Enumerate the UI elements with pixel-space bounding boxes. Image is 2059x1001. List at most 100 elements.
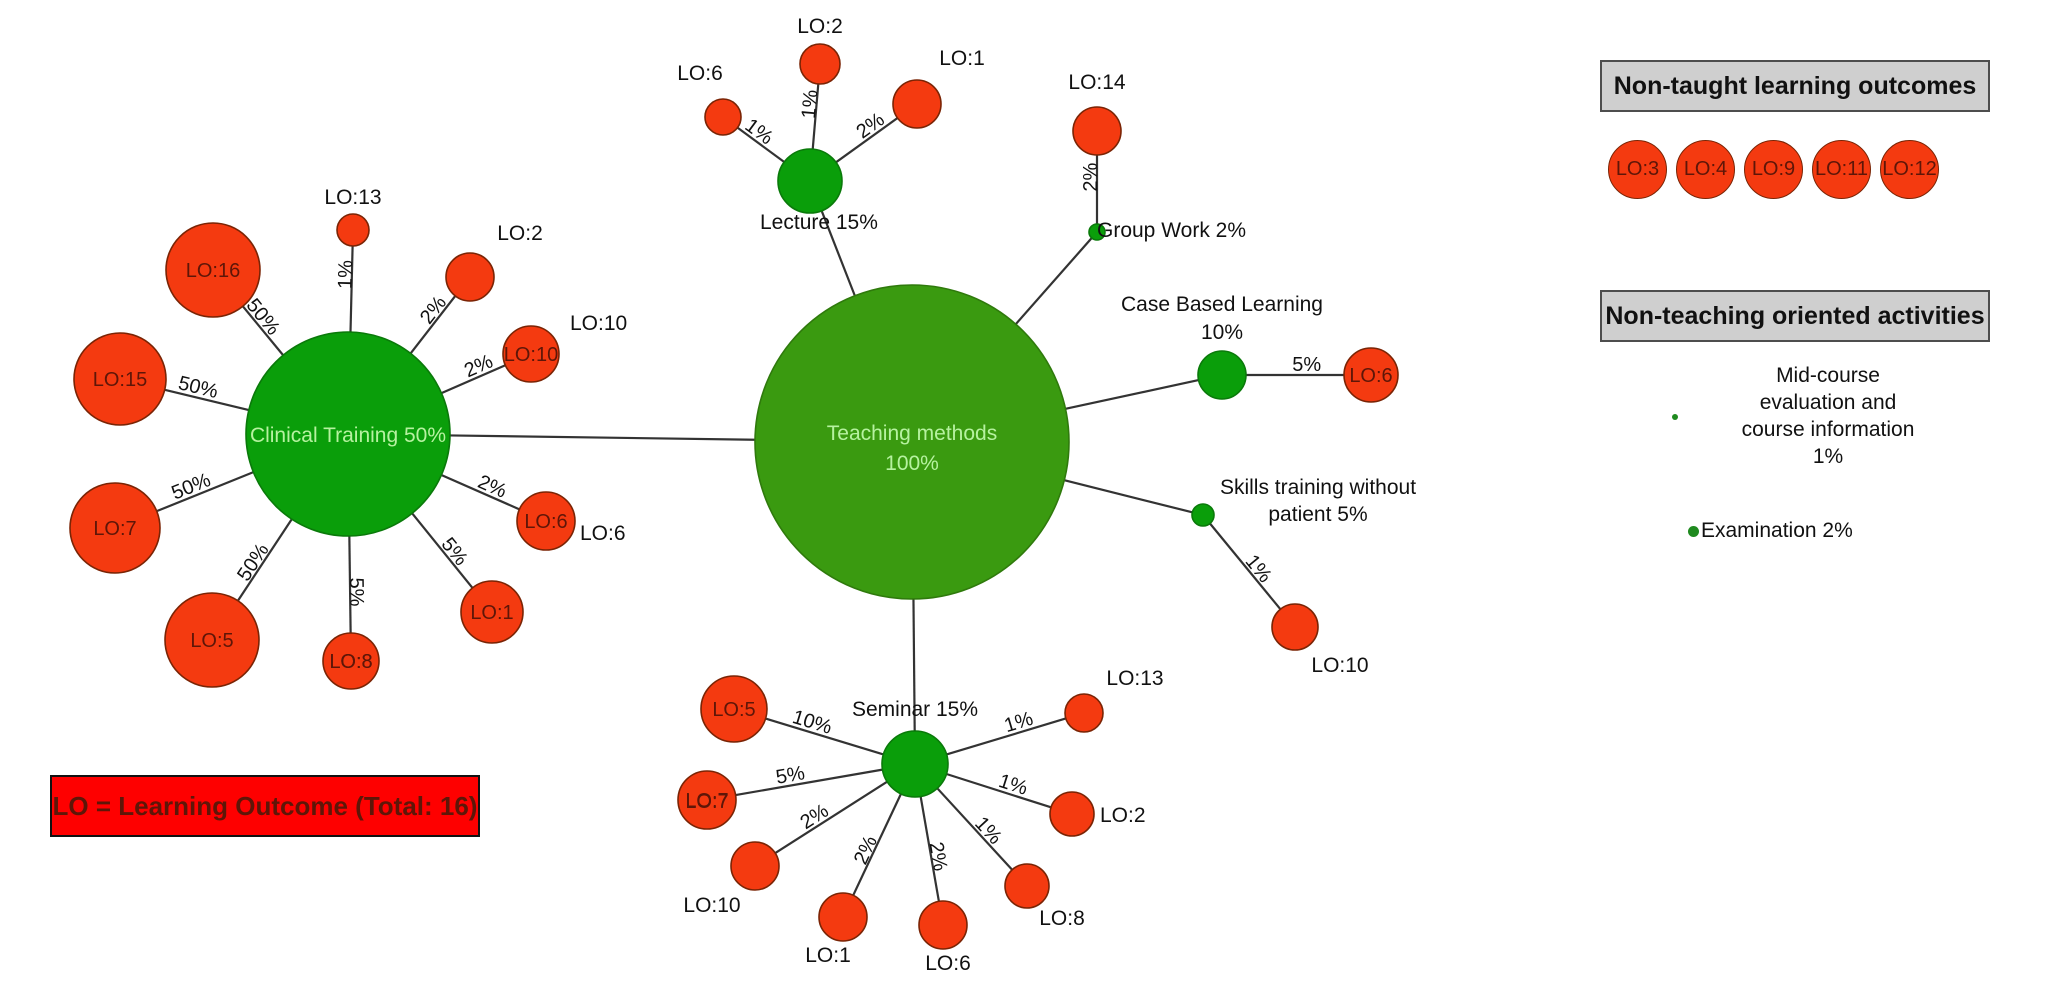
lo-outer-label: LO:6 — [580, 522, 626, 545]
edge-percent-label: 2% — [852, 108, 888, 143]
lo-node-label: LO:10 — [504, 344, 558, 366]
lo-outer-label: LO:6 — [677, 62, 723, 85]
legend-non-taught-header: Non-taught learning outcomes — [1600, 60, 1990, 112]
hub-node-percent: 100% — [885, 452, 939, 475]
edge-percent-label: 50% — [233, 539, 274, 585]
method-node-skills[interactable] — [1191, 503, 1215, 527]
spoke-seminar — [774, 780, 888, 855]
activity-line-3: course information — [1741, 417, 1915, 441]
edge-percent-label: 1% — [798, 89, 822, 120]
lo-outer-label: LO:10 — [1311, 654, 1368, 677]
lo-node-LO-2[interactable] — [1049, 791, 1095, 837]
lo-node-LO-5[interactable] — [164, 592, 260, 688]
lo-outer-label: LO:10 — [570, 312, 627, 335]
spoke-seminar — [919, 796, 940, 902]
lo-node-LO-8[interactable] — [1004, 863, 1050, 909]
lo-node-LO-16[interactable] — [165, 222, 261, 318]
method-label-clinical-training: Clinical Training 50% — [250, 424, 446, 447]
lo-node-label: LO:6 — [524, 511, 567, 533]
method-node-clinical[interactable] — [245, 331, 451, 537]
edge-percent-label: 1% — [741, 114, 777, 149]
lo-outer-label: LO:10 — [683, 894, 740, 917]
edge-percent-label: 5% — [345, 577, 367, 606]
legend-lo-key: LO = Learning Outcome (Total: 16) — [50, 775, 480, 837]
edge-percent-label: 1% — [1241, 551, 1276, 587]
edge-percent-label: 1% — [996, 770, 1030, 800]
lo-outer-label: LO:1 — [805, 944, 851, 967]
lo-node-LO-6[interactable] — [1343, 347, 1399, 403]
lo-node-LO-1[interactable] — [460, 580, 524, 644]
activity-examination: Examination 2% — [1688, 519, 1853, 543]
lo-node-LO-15[interactable] — [73, 332, 167, 426]
lo-node-LO-5[interactable] — [700, 675, 768, 743]
lo-node-label: LO:15 — [93, 369, 147, 391]
method-node-cbl[interactable] — [1197, 350, 1247, 400]
lo-node-LO-6[interactable] — [704, 98, 742, 136]
legend-non-taught-title: Non-taught learning outcomes — [1613, 71, 1977, 100]
lo-node-LO-1[interactable] — [892, 79, 942, 129]
edge-teaching-to-cbl — [1065, 378, 1199, 410]
lo-node-LO-2[interactable] — [799, 43, 841, 85]
lo-outer-label: LO:1 — [939, 47, 985, 70]
lo-outer-label: LO:8 — [1039, 907, 1085, 930]
edge-percent-label: 5% — [437, 534, 472, 570]
edge-teaching-to-lecture — [820, 210, 856, 297]
lo-outer-label: LO:2 — [797, 15, 843, 38]
method-label-skills-training-percent: patient 5% — [1268, 503, 1367, 526]
legend-lo-chip: LO:12 — [1880, 140, 1939, 199]
edge-percent-label: 50% — [169, 469, 215, 504]
spoke-seminar — [852, 793, 902, 896]
lo-node-label: LO:7 — [93, 518, 136, 540]
lo-node-LO-1[interactable] — [818, 892, 868, 942]
lo-node-LO-8[interactable] — [322, 632, 380, 690]
lo-node-label: LO:6 — [1349, 365, 1392, 387]
lo-node-LO-10[interactable] — [1271, 603, 1319, 651]
edge-percent-label: 2% — [1080, 163, 1102, 192]
lo-node-LO-7[interactable] — [69, 482, 161, 574]
lo-node-LO-7[interactable] — [677, 770, 737, 830]
lo-outer-label: LO:2 — [1100, 804, 1146, 827]
spoke-seminar — [946, 717, 1067, 756]
lo-node-label: LO:16 — [186, 260, 240, 282]
lo-node-LO-10[interactable] — [730, 841, 780, 891]
spoke-clinical — [164, 388, 250, 412]
hub-node-teaching-methods[interactable] — [754, 284, 1070, 600]
lo-outer-label: LO:6 — [925, 952, 971, 975]
lo-outer-label: LO:2 — [497, 222, 543, 245]
activity-line-2: evaluation and — [1759, 390, 1897, 414]
edge-percent-label: 1% — [1002, 708, 1036, 737]
method-label-seminar: Seminar 15% — [852, 698, 978, 721]
legend-non-teaching-header: Non-teaching oriented activities — [1600, 290, 1990, 342]
method-label-skills-training: Skills training without — [1220, 476, 1416, 499]
lo-node-LO-14[interactable] — [1072, 106, 1122, 156]
edge-percent-label: 2% — [796, 800, 832, 834]
edge-percent-label: 2% — [850, 832, 882, 868]
lo-node-LO-2[interactable] — [445, 252, 495, 302]
spoke-seminar — [936, 787, 1013, 871]
spoke-lecture — [811, 83, 820, 150]
spoke-clinical — [440, 474, 520, 511]
lo-node-LO-13[interactable] — [336, 213, 370, 247]
spoke-clinical — [236, 518, 293, 602]
activity-mid-course-label: Mid-course evaluation and course informa… — [1684, 363, 1972, 471]
method-node-lecture[interactable] — [777, 148, 843, 214]
method-label-case-based-learning: Case Based Learning — [1121, 293, 1323, 316]
spoke-lecture — [736, 126, 785, 163]
lo-node-LO-6[interactable] — [918, 900, 968, 950]
spoke-clinical — [349, 245, 354, 333]
method-node-seminar[interactable] — [881, 730, 949, 798]
activity-line-1: Mid-course — [1776, 364, 1880, 387]
lo-node-label: LO:1 — [470, 602, 513, 624]
edge-percent-label: 5% — [1292, 354, 1321, 376]
lo-node-LO-13[interactable] — [1064, 693, 1104, 733]
lo-outer-label: LO:14 — [1068, 71, 1126, 94]
spoke-seminar — [946, 772, 1052, 809]
lo-node-LO-6[interactable] — [516, 491, 576, 551]
spoke-clinical — [411, 512, 474, 589]
method-node-groupwork[interactable] — [1088, 223, 1106, 241]
lo-node-LO-10[interactable] — [502, 325, 560, 383]
legend-lo-key-text: LO = Learning Outcome (Total: 16) — [52, 790, 478, 821]
activity-examination-label: Examination 2% — [1701, 519, 1853, 542]
activity-mid-course-evaluation: Mid-course evaluation and course informa… — [1672, 363, 1972, 471]
legend-lo-chip: LO:9 — [1744, 140, 1803, 199]
